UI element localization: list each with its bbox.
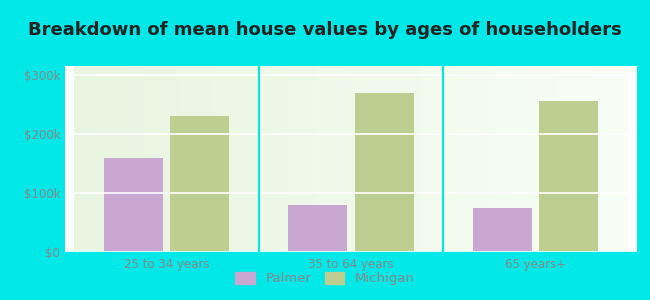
Legend: Palmer, Michigan: Palmer, Michigan — [230, 266, 420, 290]
Bar — [355, 93, 414, 252]
Bar — [104, 158, 162, 252]
Bar — [288, 205, 347, 252]
Bar — [170, 116, 229, 252]
Bar — [473, 208, 532, 252]
Text: Breakdown of mean house values by ages of householders: Breakdown of mean house values by ages o… — [28, 21, 622, 39]
Bar — [540, 101, 598, 252]
